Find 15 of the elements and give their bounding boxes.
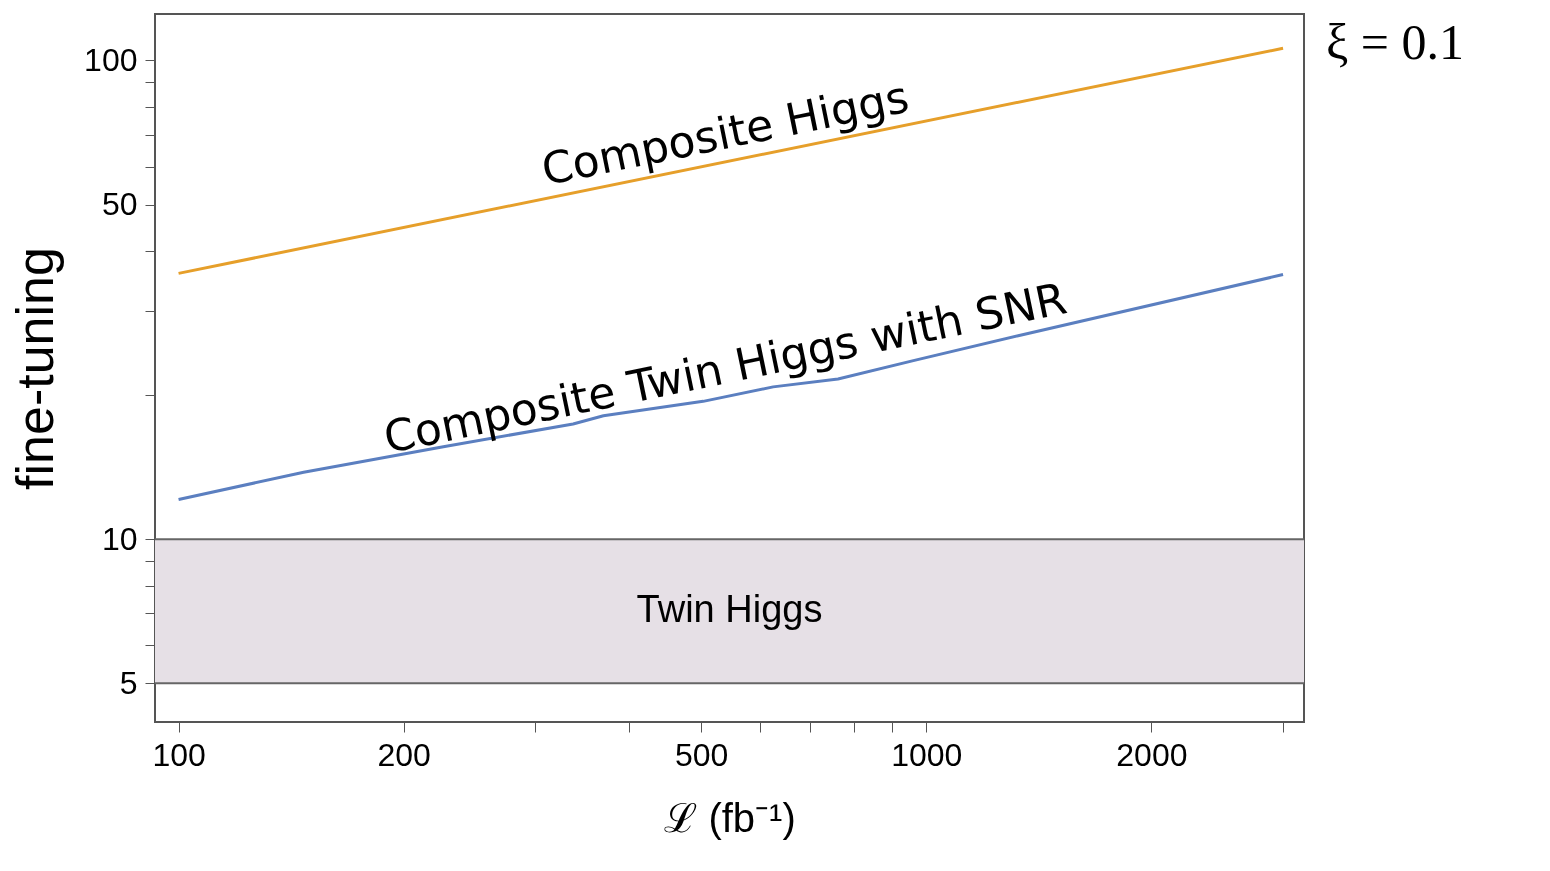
y-tick-label: 5: [119, 664, 138, 701]
y-axis-title: fine-tuning: [6, 247, 65, 490]
text: Composite Twin Higgs with SNR: [379, 272, 1071, 464]
x-tick-label: 2000: [1116, 736, 1188, 773]
x-tick-label: 1000: [891, 736, 963, 773]
x-axis-title: ℒ (fb⁻¹): [664, 795, 796, 840]
x-tick-label: 500: [675, 736, 729, 773]
y-tick-label: 10: [101, 520, 138, 557]
y-tick-label: 100: [84, 41, 138, 78]
band-label: Twin Higgs: [636, 588, 823, 631]
text: ξ = 0.1: [1326, 14, 1464, 70]
text: Composite Higgs: [537, 70, 913, 196]
x-tick-label: 200: [377, 736, 431, 773]
y-tick-label: 50: [101, 186, 138, 223]
x-tick-label: 100: [152, 736, 206, 773]
